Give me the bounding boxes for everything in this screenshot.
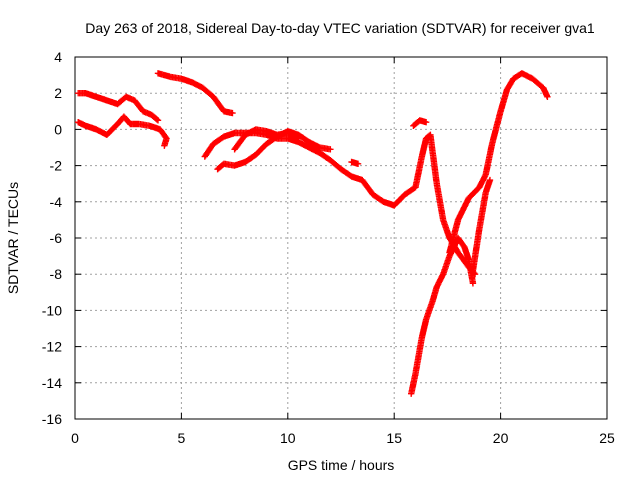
y-axis-label: SDTVAR / TECUs bbox=[5, 182, 21, 294]
series-arc-10 bbox=[446, 70, 551, 256]
y-tick-label: -14 bbox=[42, 375, 62, 391]
y-tick-label: -6 bbox=[50, 230, 63, 246]
y-tick-label: -12 bbox=[42, 339, 62, 355]
y-tick-label: 2 bbox=[54, 85, 62, 101]
y-tick-label: -2 bbox=[50, 158, 63, 174]
y-tick-labels: -16 -14 -12 -10 -8 -6 -4 -2 0 2 4 bbox=[42, 49, 62, 427]
data-point-markers bbox=[408, 234, 477, 397]
series-arc-2 bbox=[75, 113, 170, 149]
series-arc-11 bbox=[469, 176, 494, 274]
y-tick-label: -8 bbox=[50, 266, 63, 282]
y-tick-label: 0 bbox=[54, 121, 62, 137]
x-tick-labels: 0 5 10 15 20 25 bbox=[71, 430, 615, 446]
y-tick-label: -10 bbox=[42, 302, 62, 318]
data-point-markers bbox=[75, 90, 162, 124]
series-arc-7 bbox=[348, 158, 362, 167]
y-tick-label: -16 bbox=[42, 411, 62, 427]
data-point-markers bbox=[231, 126, 302, 153]
chart-title: Day 263 of 2018, Sidereal Day-to-day VTE… bbox=[85, 20, 595, 36]
data-point-markers bbox=[446, 70, 551, 256]
x-tick-label: 15 bbox=[386, 430, 402, 446]
series-arc-9 bbox=[410, 117, 430, 129]
y-tick-label: -4 bbox=[50, 194, 63, 210]
series-arc-6 bbox=[231, 126, 302, 153]
x-tick-label: 20 bbox=[493, 430, 509, 446]
series-arc-4 bbox=[201, 129, 479, 278]
data-point-markers bbox=[410, 117, 430, 129]
x-tick-label: 5 bbox=[178, 430, 186, 446]
y-tick-label: 4 bbox=[54, 49, 62, 65]
x-tick-label: 10 bbox=[280, 430, 296, 446]
x-tick-label: 0 bbox=[71, 430, 79, 446]
data-point-markers bbox=[469, 176, 494, 274]
x-tick-label: 25 bbox=[599, 430, 615, 446]
data-point-markers bbox=[154, 70, 236, 117]
x-axis-label: GPS time / hours bbox=[288, 457, 395, 473]
data-point-markers bbox=[348, 158, 362, 167]
data-point-markers bbox=[201, 129, 479, 278]
series-arc-3 bbox=[154, 70, 236, 117]
data-points bbox=[75, 70, 551, 397]
series-arc-8 bbox=[408, 234, 477, 397]
grid-lines bbox=[75, 57, 607, 419]
data-point-markers bbox=[75, 113, 170, 149]
series-arc-1 bbox=[75, 90, 162, 124]
